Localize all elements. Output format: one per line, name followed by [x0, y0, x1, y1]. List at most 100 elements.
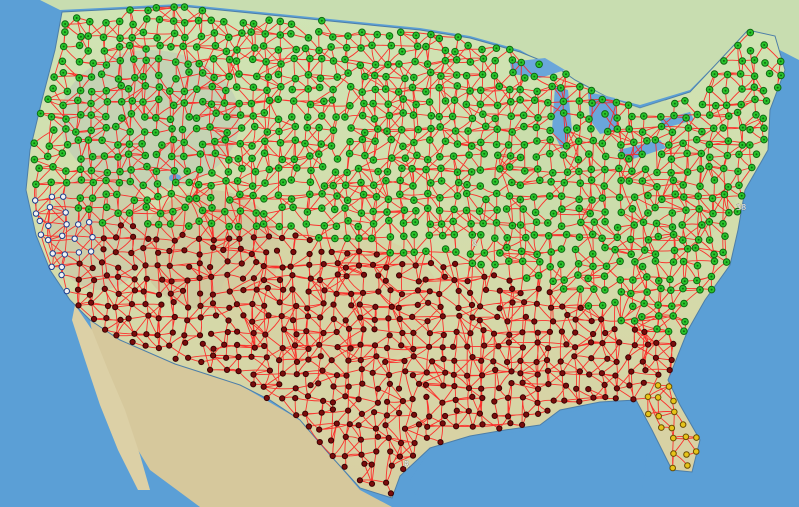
node-red[interactable]	[316, 426, 323, 433]
node-red[interactable]	[535, 385, 542, 393]
node-yellow[interactable]	[670, 450, 677, 457]
node-red[interactable]	[131, 264, 138, 271]
node-red[interactable]	[496, 385, 503, 392]
node-white[interactable]	[37, 231, 45, 238]
node-red[interactable]	[368, 480, 376, 487]
node-red[interactable]	[561, 397, 568, 404]
node-red[interactable]	[644, 341, 652, 348]
node-red[interactable]	[464, 372, 471, 379]
node-red[interactable]	[114, 273, 122, 280]
node-red[interactable]	[415, 278, 422, 285]
node-red[interactable]	[467, 330, 474, 337]
node-red[interactable]	[373, 448, 380, 455]
node-red[interactable]	[330, 383, 337, 390]
node-white[interactable]	[59, 232, 66, 240]
node-red[interactable]	[113, 332, 120, 339]
node-red[interactable]	[479, 421, 486, 428]
node-red[interactable]	[396, 272, 403, 279]
node-red[interactable]	[572, 344, 579, 351]
node-red[interactable]	[415, 421, 423, 428]
node-red[interactable]	[557, 358, 564, 365]
node-yellow[interactable]	[655, 412, 663, 420]
node-red[interactable]	[640, 379, 647, 386]
node-red[interactable]	[588, 339, 595, 346]
node-red[interactable]	[276, 276, 284, 284]
node-red[interactable]	[519, 344, 527, 351]
node-red[interactable]	[375, 272, 382, 279]
node-red[interactable]	[345, 407, 352, 414]
node-red[interactable]	[125, 315, 132, 322]
node-red[interactable]	[102, 326, 109, 333]
node-red[interactable]	[642, 367, 649, 374]
node-red[interactable]	[196, 332, 204, 339]
node-red[interactable]	[117, 222, 125, 229]
node-red[interactable]	[357, 357, 364, 364]
node-red[interactable]	[307, 275, 314, 282]
node-red[interactable]	[226, 235, 233, 242]
node-red[interactable]	[240, 312, 247, 319]
node-red[interactable]	[426, 330, 433, 337]
node-red[interactable]	[369, 261, 377, 268]
node-red[interactable]	[292, 232, 299, 239]
node-red[interactable]	[410, 353, 417, 360]
node-red[interactable]	[280, 326, 288, 333]
node-yellow[interactable]	[670, 434, 677, 442]
node-red[interactable]	[586, 371, 593, 378]
node-red[interactable]	[302, 410, 309, 417]
node-red[interactable]	[291, 342, 299, 349]
node-red[interactable]	[328, 248, 335, 256]
node-red[interactable]	[441, 273, 448, 280]
node-red[interactable]	[348, 290, 355, 297]
node-red[interactable]	[465, 408, 472, 415]
node-red[interactable]	[545, 345, 552, 352]
node-red[interactable]	[260, 277, 268, 284]
node-red[interactable]	[424, 423, 431, 430]
node-red[interactable]	[248, 251, 255, 258]
node-red[interactable]	[329, 406, 336, 413]
node-yellow[interactable]	[671, 408, 678, 416]
node-red[interactable]	[564, 311, 571, 319]
node-red[interactable]	[429, 358, 436, 365]
node-red[interactable]	[425, 299, 432, 306]
node-red[interactable]	[387, 490, 394, 497]
node-red[interactable]	[616, 339, 623, 346]
node-red[interactable]	[373, 251, 380, 258]
node-red[interactable]	[495, 343, 502, 350]
node-red[interactable]	[223, 366, 231, 373]
node-red[interactable]	[75, 302, 82, 309]
node-red[interactable]	[289, 272, 296, 279]
node-red[interactable]	[170, 299, 177, 306]
node-red[interactable]	[210, 352, 217, 359]
node-red[interactable]	[426, 288, 433, 295]
node-red[interactable]	[359, 380, 366, 387]
node-red[interactable]	[320, 397, 327, 404]
node-white[interactable]	[48, 193, 56, 201]
node-red[interactable]	[103, 272, 111, 279]
node-red[interactable]	[265, 312, 272, 319]
node-red[interactable]	[155, 315, 162, 322]
node-red[interactable]	[305, 423, 312, 430]
node-yellow[interactable]	[645, 410, 652, 418]
node-yellow[interactable]	[684, 462, 691, 469]
node-red[interactable]	[545, 381, 552, 388]
node-red[interactable]	[385, 434, 392, 441]
node-red[interactable]	[436, 290, 443, 298]
node-white[interactable]	[62, 209, 69, 216]
node-red[interactable]	[534, 371, 541, 378]
node-red[interactable]	[276, 357, 283, 364]
node-red[interactable]	[237, 245, 244, 252]
node-red[interactable]	[504, 359, 511, 366]
node-red[interactable]	[303, 328, 310, 335]
node-red[interactable]	[341, 463, 348, 470]
node-red[interactable]	[343, 273, 350, 280]
node-red[interactable]	[342, 433, 349, 440]
node-red[interactable]	[388, 303, 395, 310]
node-red[interactable]	[128, 301, 135, 308]
node-white[interactable]	[58, 271, 65, 279]
node-red[interactable]	[411, 411, 418, 418]
node-red[interactable]	[402, 368, 409, 375]
node-red[interactable]	[626, 382, 633, 389]
node-red[interactable]	[166, 342, 173, 349]
node-yellow[interactable]	[692, 448, 700, 455]
